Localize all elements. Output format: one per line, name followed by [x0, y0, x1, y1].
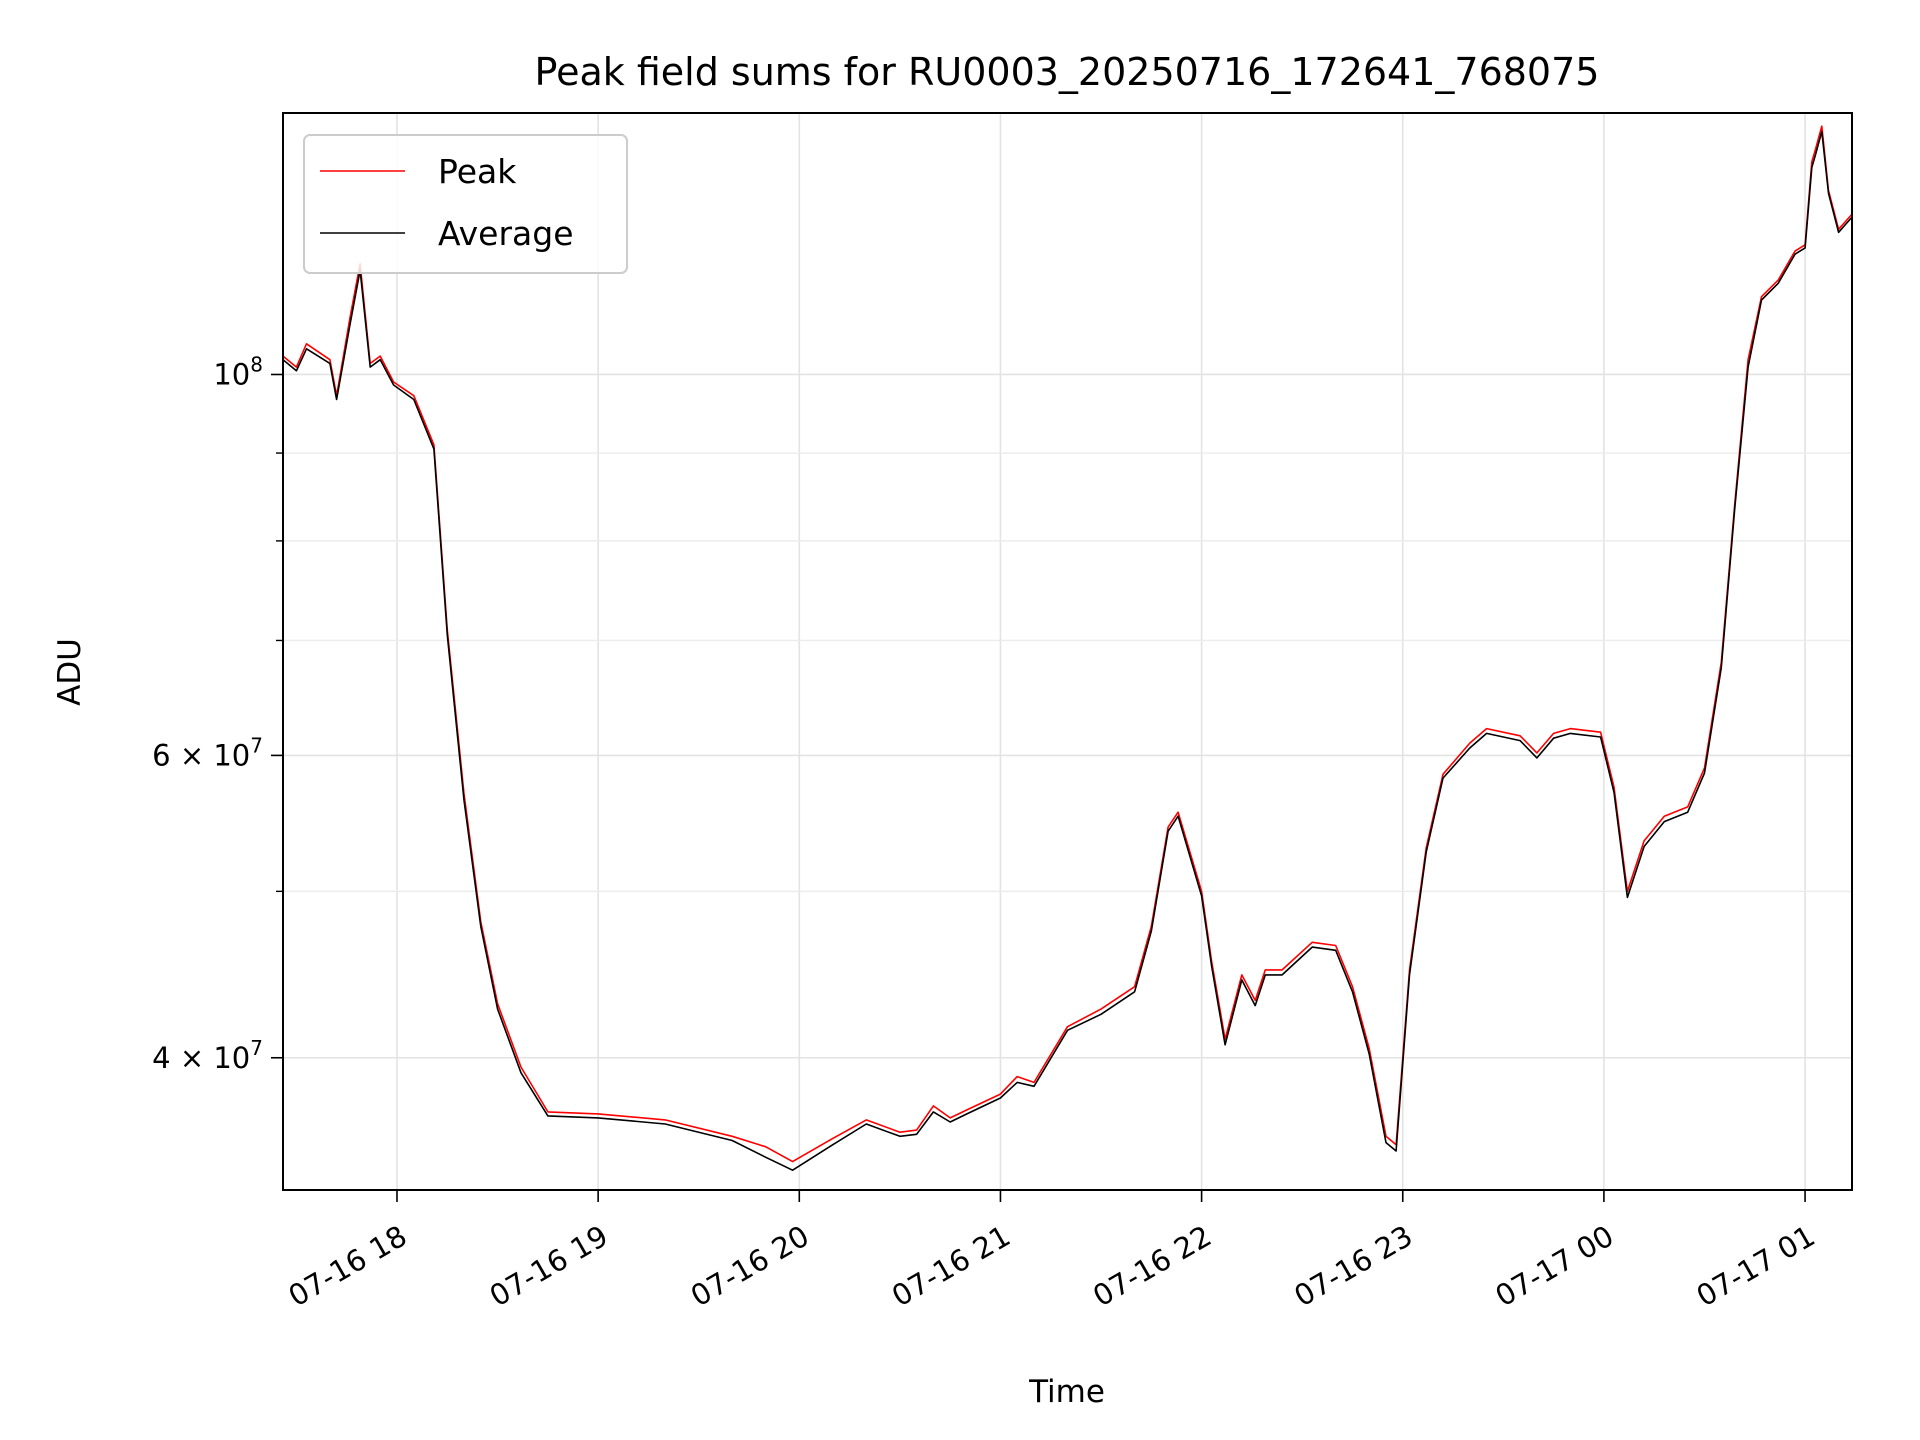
y-tick-label: 108 — [213, 352, 263, 391]
y-tick-exponent: 7 — [250, 1036, 263, 1060]
grid — [283, 113, 1852, 1190]
y-tick-exponent: 8 — [250, 352, 263, 376]
y-tick-label: 4 × 107 — [152, 1036, 263, 1075]
y-tick-base: 10 — [213, 1041, 250, 1075]
series-line-average — [283, 130, 1852, 1171]
plot-lines — [283, 125, 1852, 1171]
y-tick-base: 10 — [213, 357, 250, 391]
legend-box — [303, 134, 628, 274]
y-tick-times: × — [171, 1041, 214, 1075]
y-tick-exponent: 7 — [250, 733, 263, 757]
series-lines — [283, 125, 1852, 1171]
legend-label-average: Average — [438, 214, 574, 253]
plot-frame — [282, 112, 1853, 1191]
y-tick-times: × — [171, 738, 214, 772]
legend: Peak Average — [303, 134, 628, 274]
y-tick-mantissa: 6 — [152, 738, 170, 772]
y-tick-mantissa: 4 — [152, 1041, 170, 1075]
chart-title: Peak field sums for RU0003_20250716_1726… — [535, 50, 1600, 94]
legend-label-peak: Peak — [438, 152, 517, 191]
y-axis-label: ADU — [52, 638, 88, 706]
y-tick-base: 10 — [213, 738, 250, 772]
y-tick-label: 6 × 107 — [152, 733, 263, 772]
x-axis-label: Time — [1028, 1374, 1105, 1410]
